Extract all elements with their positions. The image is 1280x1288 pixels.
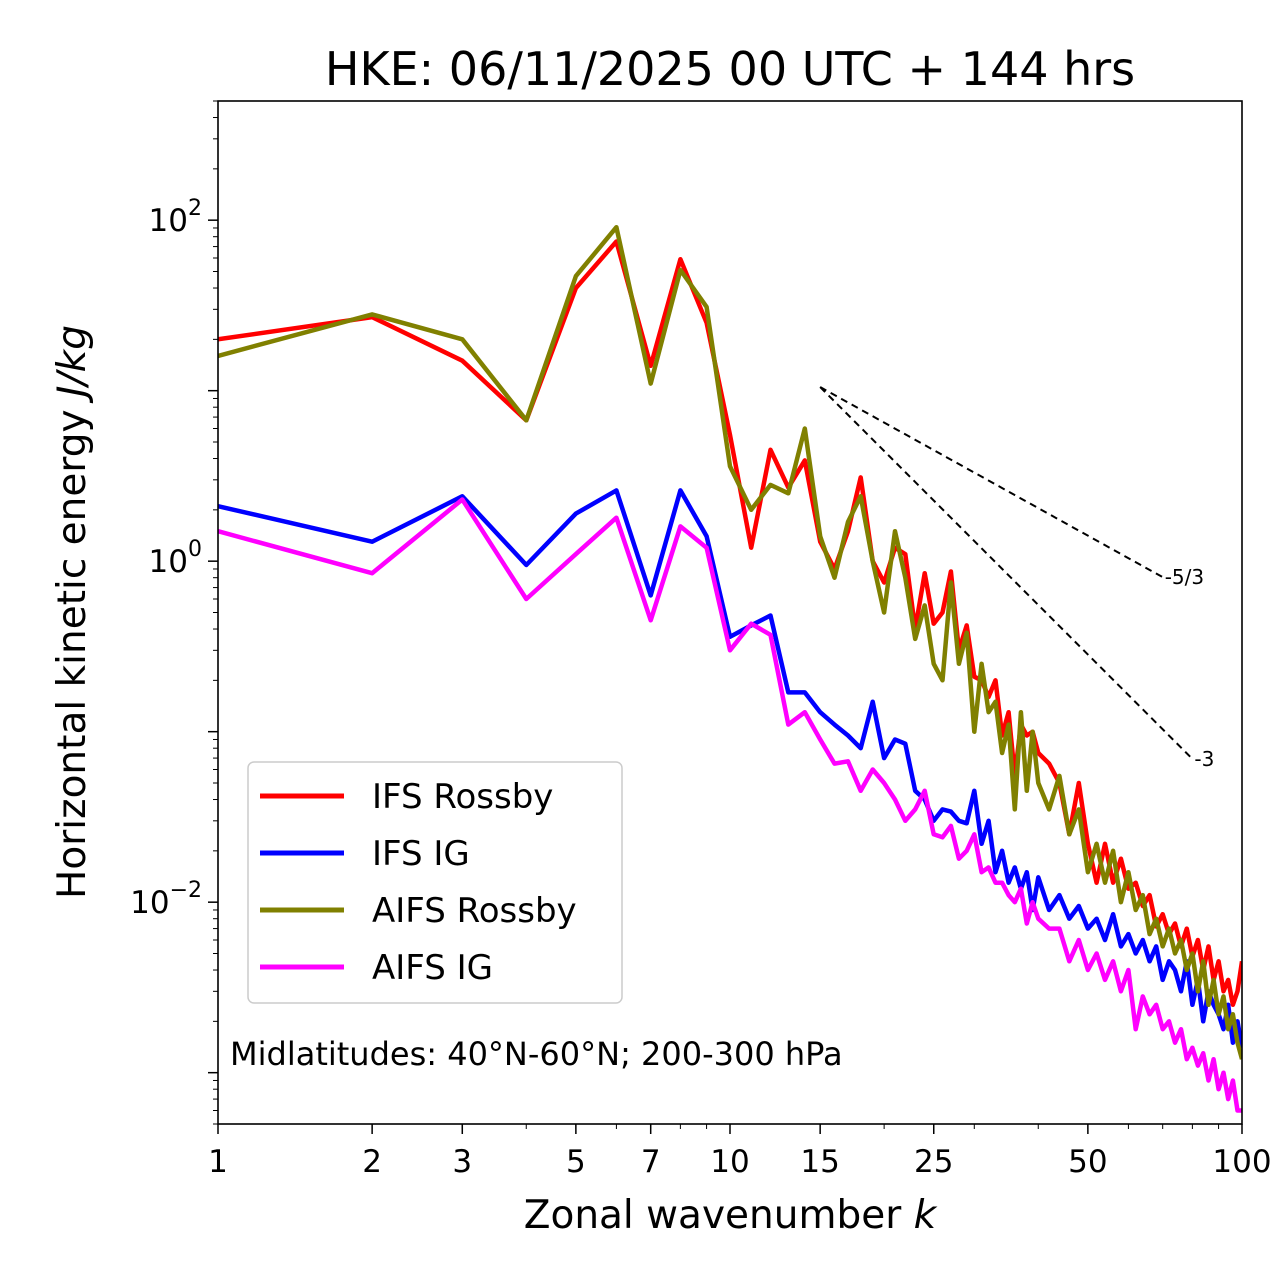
- x-tick-label: 15: [800, 1144, 839, 1180]
- series-line-aifs-rossby: [218, 224, 1242, 1060]
- axis-ticks: [208, 100, 1243, 1134]
- y-tick-label: 10−2: [130, 878, 202, 921]
- legend-label: AIFS IG: [372, 948, 493, 988]
- x-tick-labels: 1 2 3 5 7 10 15 25 50 100: [208, 1144, 1271, 1180]
- y-tick-label: 100: [149, 537, 202, 580]
- y-tick-labels: 102 100 10−2: [130, 196, 202, 921]
- slope-label: -5/3: [1165, 565, 1204, 589]
- x-tick-label: 7: [641, 1144, 661, 1180]
- legend-box: [247, 761, 623, 1004]
- series-layer: [218, 224, 1242, 1113]
- x-tick-label: 3: [452, 1144, 472, 1180]
- series-line-aifs-ig: [218, 497, 1242, 1113]
- x-tick-label: 50: [1068, 1144, 1107, 1180]
- y-tick-label: 102: [149, 196, 202, 239]
- legend-label: IFS IG: [372, 834, 470, 874]
- x-tick-label: 1: [208, 1144, 228, 1180]
- legend-label: IFS Rossby: [372, 777, 553, 817]
- plot-frame: [217, 100, 1243, 1125]
- x-tick-label: 10: [710, 1144, 749, 1180]
- chart-title: HKE: 06/11/2025 00 UTC + 144 hrs: [325, 42, 1135, 96]
- legend-label: AIFS Rossby: [372, 891, 577, 931]
- series-line-ifs-ig: [218, 488, 1242, 1049]
- x-tick-label: 100: [1212, 1144, 1271, 1180]
- slope-label: -3: [1194, 747, 1214, 771]
- x-tick-label: 5: [566, 1144, 586, 1180]
- region-annotation: Midlatitudes: 40°N-60°N; 200-300 hPa: [230, 1035, 843, 1073]
- slope-line: [819, 386, 1194, 760]
- slope-line: [819, 386, 1164, 579]
- x-tick-label: 25: [914, 1144, 953, 1180]
- reference-slopes: -5/3 -3: [819, 386, 1214, 771]
- x-axis-label: Zonal wavenumber k: [524, 1193, 938, 1238]
- y-axis-label: Horizontal kinetic energy J/kg: [50, 325, 95, 899]
- x-tick-label: 2: [362, 1144, 382, 1180]
- legend: IFS Rossby IFS IG AIFS Rossby AIFS IG: [247, 761, 623, 1004]
